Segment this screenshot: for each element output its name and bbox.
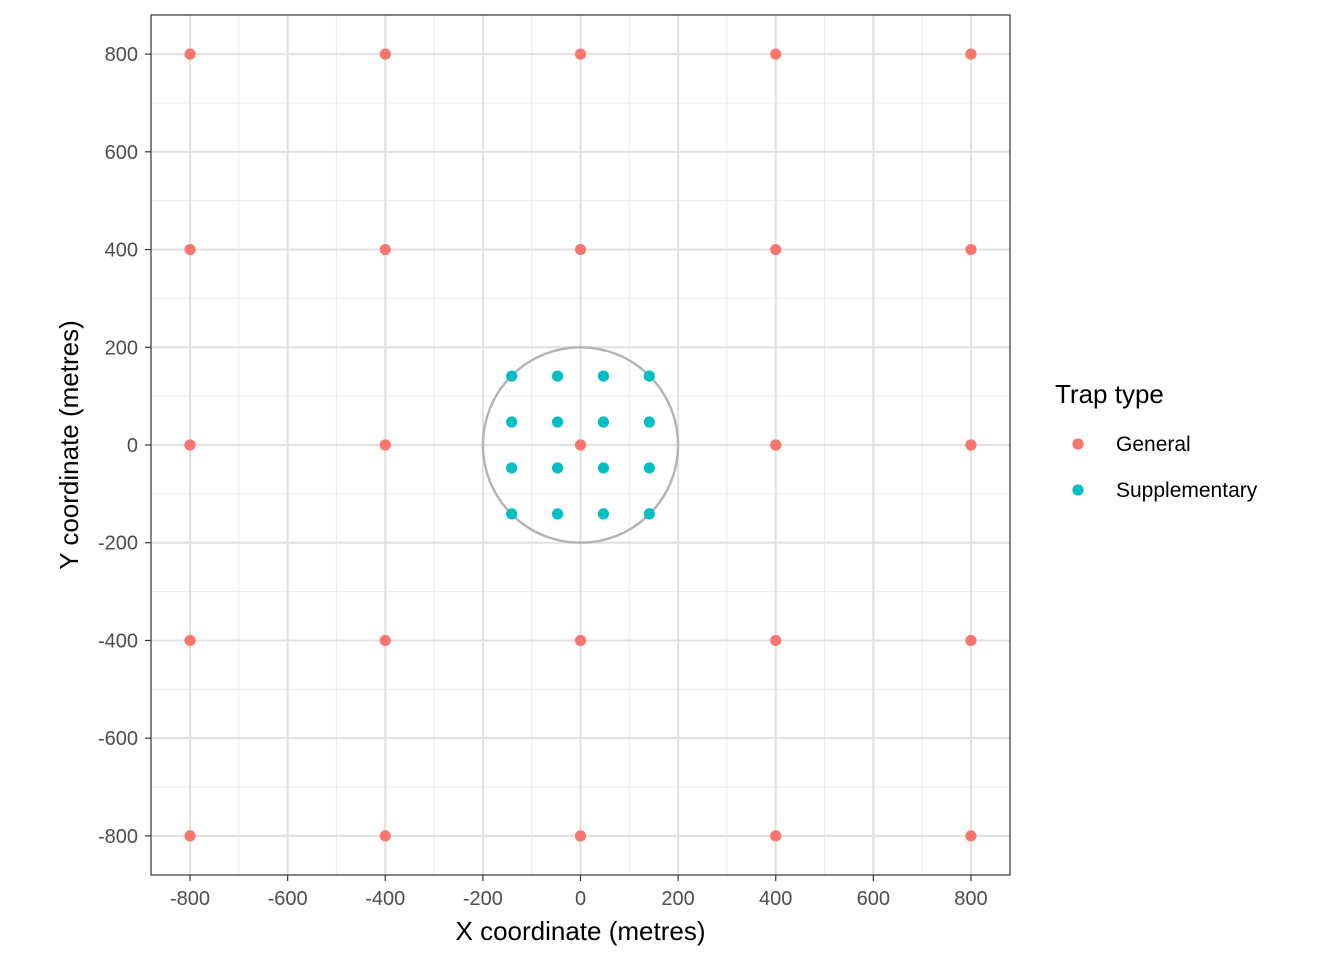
data-point-general <box>184 634 196 647</box>
data-point-general <box>184 439 196 451</box>
x-tick-label: 200 <box>661 888 694 910</box>
data-point-general <box>574 830 587 842</box>
x-tick-label: 400 <box>759 888 792 910</box>
y-tick-label: 200 <box>105 337 138 359</box>
data-point-supplementary <box>551 370 564 382</box>
data-point-general <box>965 243 977 256</box>
data-point-general <box>770 48 782 60</box>
legend-swatch <box>1072 438 1084 450</box>
data-point-supplementary <box>643 370 655 382</box>
annotation-layer <box>481 346 680 544</box>
grid-layer <box>151 15 1010 875</box>
y-tick-label: -200 <box>98 533 138 555</box>
x-tick-label: -200 <box>463 888 503 910</box>
data-point-general <box>379 830 391 842</box>
x-tick-label: 0 <box>575 888 586 910</box>
data-point-supplementary <box>643 462 655 474</box>
y-tick-label: -600 <box>98 728 138 750</box>
data-point-general <box>965 830 977 842</box>
series-general <box>184 48 977 842</box>
data-point-general <box>965 439 977 451</box>
data-point-supplementary <box>506 416 518 428</box>
legend-title: Trap type <box>1055 379 1164 409</box>
x-axis-title: X coordinate (metres) <box>456 916 706 946</box>
data-point-supplementary <box>551 462 564 474</box>
data-point-supplementary <box>506 370 518 382</box>
x-tick-label: -600 <box>268 888 308 910</box>
buffer-circle <box>481 346 680 544</box>
y-tick-label: -800 <box>98 826 138 848</box>
data-point-general <box>965 48 977 60</box>
data-point-supplementary <box>506 508 518 520</box>
legend-label: General <box>1116 433 1191 456</box>
y-axis-title: Y coordinate (metres) <box>54 320 84 570</box>
data-point-supplementary <box>551 508 564 520</box>
legend-label: Supplementary <box>1116 479 1258 502</box>
x-tick-label: -800 <box>170 888 210 910</box>
legend-item-supplementary: Supplementary <box>1072 479 1258 502</box>
data-point-general <box>574 634 587 647</box>
data-point-general <box>379 439 391 451</box>
y-tick-label: 0 <box>127 435 138 457</box>
data-point-general <box>574 243 587 256</box>
data-point-supplementary <box>597 462 610 474</box>
data-point-general <box>770 830 782 842</box>
data-point-supplementary <box>597 508 610 520</box>
x-tick-label: 800 <box>954 888 987 910</box>
data-point-general <box>379 243 391 256</box>
x-tick-label: -400 <box>365 888 405 910</box>
data-point-supplementary <box>597 416 610 428</box>
legend: Trap type General Supplementary <box>1055 379 1258 502</box>
series-supplementary <box>506 370 655 520</box>
data-point-general <box>379 48 391 60</box>
data-point-general <box>965 634 977 647</box>
data-point-supplementary <box>643 508 655 520</box>
points-layer <box>184 48 977 842</box>
data-point-general <box>184 830 196 842</box>
y-tick-label: 600 <box>105 142 138 164</box>
data-point-general <box>770 439 782 451</box>
legend-item-general: General <box>1072 433 1191 456</box>
legend-items: General Supplementary <box>1072 433 1258 502</box>
data-point-general <box>574 439 587 451</box>
axis-layer: -800 -600 -400 -200 0 200 400 600 800 -800 -600 -40… <box>98 44 988 910</box>
data-point-general <box>379 634 391 647</box>
data-point-supplementary <box>643 416 655 428</box>
x-tick-label: 600 <box>857 888 890 910</box>
data-point-general <box>184 48 196 60</box>
data-point-general <box>770 243 782 256</box>
data-point-general <box>770 634 782 647</box>
data-point-general <box>574 48 587 60</box>
data-point-supplementary <box>551 416 564 428</box>
y-tick-label: 800 <box>105 44 138 66</box>
y-tick-label: -400 <box>98 630 138 652</box>
data-point-supplementary <box>597 370 610 382</box>
y-tick-label: 400 <box>105 240 138 262</box>
legend-swatch <box>1072 484 1084 496</box>
data-point-general <box>184 243 196 256</box>
data-point-supplementary <box>506 462 518 474</box>
